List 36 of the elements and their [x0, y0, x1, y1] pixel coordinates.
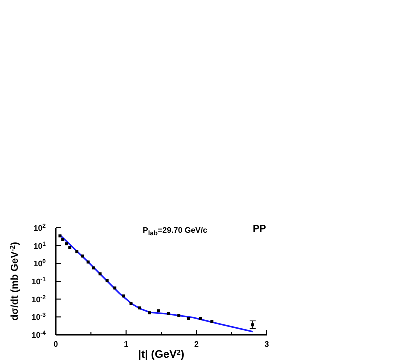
point: [251, 324, 254, 327]
y-tick-label: 10$^{0}$: [34, 258, 47, 269]
point: [86, 260, 90, 264]
point: [148, 312, 152, 315]
y-tick-label: 10$^{-1}$: [32, 276, 47, 286]
point: [106, 279, 109, 282]
point: [187, 317, 190, 320]
x-tick-label: 0: [54, 340, 59, 349]
x-tick-label: 1: [124, 340, 130, 349]
point: [114, 286, 117, 290]
point: [76, 250, 79, 254]
point: [92, 266, 96, 270]
point: [65, 242, 68, 246]
y-tick-label: 10$^{1}$: [34, 240, 47, 251]
point: [98, 272, 102, 276]
point: [138, 306, 142, 310]
y-tick-label: 10$^{2}$: [34, 223, 47, 233]
point: [167, 312, 170, 316]
point: [122, 294, 126, 298]
y-tick-label: 10$^{-4}$: [32, 330, 47, 340]
point: [157, 310, 160, 313]
line-series: [59, 234, 254, 333]
point: [199, 317, 202, 320]
annotation: PP: [253, 224, 266, 235]
point: [130, 302, 133, 306]
point: [210, 320, 214, 324]
annotation: P$_{lab}$=29.70 GeV/c: [143, 226, 208, 238]
point: [68, 246, 72, 250]
point: [58, 234, 62, 238]
x-tick-label: 2: [194, 340, 200, 349]
point: [81, 254, 84, 258]
y-tick-label: 10$^{-2}$: [32, 294, 47, 304]
x-tick-label: 3: [264, 340, 270, 349]
point: [62, 238, 65, 242]
point: [178, 314, 181, 318]
y-tick-label: 10$^{-3}$: [32, 312, 47, 322]
